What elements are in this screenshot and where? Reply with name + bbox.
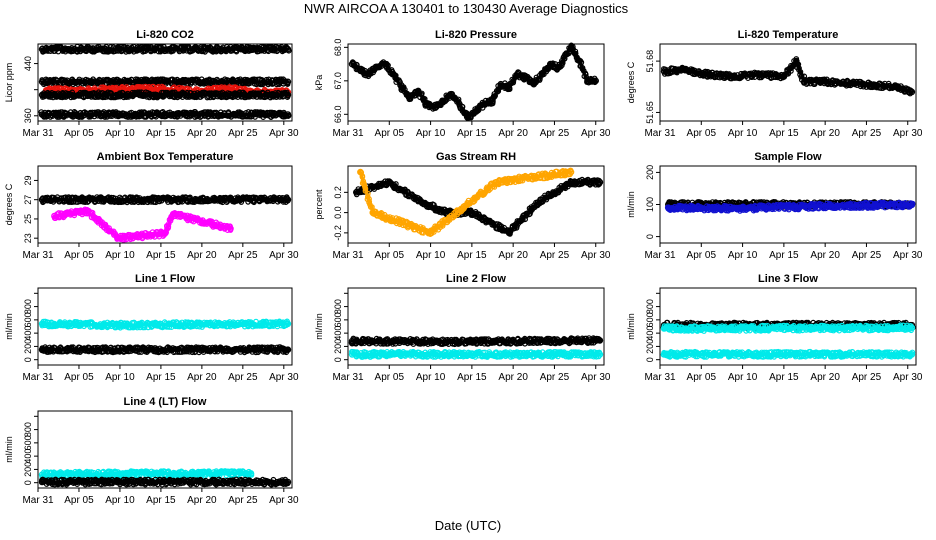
panel-6: Sample Flow ml/min 0 100 200 Mar 31 Apr 05 Apr … bbox=[626, 151, 923, 261]
x-tick-label: Apr 10 bbox=[728, 128, 758, 139]
y-tick-label: 0.0 bbox=[333, 206, 343, 219]
series-reference-low bbox=[38, 109, 292, 121]
panel-2: Li-820 Pressure kPa 66.0 67.0 68.0 Mar 31 Apr … bbox=[314, 29, 611, 139]
x-tick-label: Apr 10 bbox=[105, 250, 135, 261]
series-dips bbox=[51, 206, 234, 244]
x-tick-label: Apr 25 bbox=[228, 128, 258, 139]
x-tick-label: Apr 20 bbox=[810, 128, 840, 139]
x-tick-label: Apr 20 bbox=[187, 128, 217, 139]
x-tick-label: Apr 20 bbox=[187, 250, 217, 261]
panel-title: Gas Stream RH bbox=[436, 151, 516, 163]
x-tick-label: Apr 15 bbox=[146, 128, 176, 139]
y-tick-label: 68.0 bbox=[333, 39, 343, 57]
x-tick-label: Apr 05 bbox=[64, 250, 94, 261]
panel-title: Li-820 CO2 bbox=[136, 29, 193, 41]
x-tick-label: Apr 20 bbox=[498, 250, 528, 261]
series-temperature bbox=[660, 56, 916, 97]
y-tick-label: 29 bbox=[23, 175, 33, 185]
x-tick-label: Apr 20 bbox=[498, 128, 528, 139]
x-tick-label: Apr 20 bbox=[810, 250, 840, 261]
x-tick-label: Apr 30 bbox=[269, 250, 299, 261]
y-tick-label: 51.68 bbox=[645, 50, 655, 73]
x-tick-label: Apr 05 bbox=[375, 250, 405, 261]
y-tick-label: 27 bbox=[23, 195, 33, 205]
key-point bbox=[284, 78, 292, 86]
panel-title: Sample Flow bbox=[754, 151, 822, 163]
x-tick-label: Apr 15 bbox=[457, 250, 487, 261]
y-tick-label: -0.2 bbox=[333, 225, 343, 241]
x-tick-label: Mar 31 bbox=[22, 250, 54, 261]
x-tick-label: Apr 30 bbox=[269, 128, 299, 139]
x-tick-label: Apr 10 bbox=[105, 128, 135, 139]
panels-group: Li-820 CO2 Licor ppm 360 440 Mar 31 Apr 05 Apr… bbox=[4, 29, 923, 506]
panel-5: Gas Stream RH percent -0.2 0.0 0.2 Mar 31 Apr … bbox=[314, 151, 611, 261]
x-tick-label: Apr 30 bbox=[581, 128, 611, 139]
y-tick-label: 23 bbox=[23, 233, 33, 243]
x-tick-label: Apr 25 bbox=[852, 250, 882, 261]
y-axis-label: degrees C bbox=[4, 183, 14, 225]
panel-4: Ambient Box Temperature degrees C 23 25 27 29… bbox=[4, 151, 299, 261]
x-tick-label: Mar 31 bbox=[644, 128, 676, 139]
figure-title: NWR AIRCOA A 130401 to 130430 Average Di… bbox=[304, 1, 629, 16]
x-tick-label: Apr 15 bbox=[146, 250, 176, 261]
x-tick-label: Apr 05 bbox=[64, 128, 94, 139]
y-axis-label: percent bbox=[314, 189, 324, 220]
panel-title: Li-820 Pressure bbox=[435, 29, 517, 41]
y-tick-label: 0 bbox=[645, 234, 655, 239]
x-tick-label: Apr 05 bbox=[375, 128, 405, 139]
y-tick-label: 0.2 bbox=[333, 186, 343, 199]
y-axis-label: ml/min bbox=[626, 191, 636, 218]
series-rh bbox=[352, 176, 604, 237]
y-tick-label: 440 bbox=[23, 56, 33, 71]
series-reference-high bbox=[38, 43, 292, 55]
y-tick-label: 66.0 bbox=[333, 106, 343, 124]
x-tick-label: Apr 05 bbox=[687, 250, 717, 261]
x-tick-label: Apr 25 bbox=[852, 128, 882, 139]
x-tick-label: Apr 10 bbox=[416, 128, 446, 139]
y-tick-label: 200 bbox=[645, 165, 655, 180]
x-tick-label: Apr 30 bbox=[893, 250, 923, 261]
y-tick-label: 25 bbox=[23, 214, 33, 224]
x-tick-label: Mar 31 bbox=[644, 250, 676, 261]
panel-title: Li-820 Temperature bbox=[738, 29, 839, 41]
x-tick-label: Mar 31 bbox=[332, 128, 364, 139]
y-axis-label: kPa bbox=[314, 75, 324, 91]
series-pressure bbox=[348, 42, 600, 121]
x-tick-label: Mar 31 bbox=[332, 250, 364, 261]
figure-xlabel: Date (UTC) bbox=[435, 518, 501, 533]
x-tick-label: Apr 30 bbox=[581, 250, 611, 261]
x-tick-label: Apr 25 bbox=[228, 250, 258, 261]
x-tick-label: Mar 31 bbox=[22, 128, 54, 139]
x-tick-label: Apr 10 bbox=[416, 250, 446, 261]
x-tick-label: Apr 25 bbox=[540, 250, 570, 261]
x-tick-label: Apr 15 bbox=[457, 128, 487, 139]
x-tick-label: Apr 10 bbox=[728, 250, 758, 261]
y-axis-label: degrees C bbox=[626, 61, 636, 103]
panel-3: Li-820 Temperature degrees C 51.65 51.68 Mar… bbox=[626, 29, 923, 139]
x-tick-label: Apr 25 bbox=[540, 128, 570, 139]
y-tick-label: 360 bbox=[23, 108, 33, 123]
y-tick-label: 67.0 bbox=[333, 72, 343, 90]
y-axis-label: Licor ppm bbox=[4, 63, 14, 103]
key-point bbox=[38, 78, 46, 86]
key-point bbox=[284, 45, 292, 53]
x-tick-label: Apr 30 bbox=[893, 128, 923, 139]
x-tick-label: Apr 15 bbox=[769, 250, 799, 261]
y-tick-label: 100 bbox=[645, 197, 655, 212]
y-tick-label: 51.65 bbox=[645, 101, 655, 124]
key-point bbox=[38, 45, 46, 53]
series-box-temperature bbox=[38, 194, 292, 206]
panel-1: Li-820 CO2 Licor ppm 360 440 Mar 31 Apr 05 Apr… bbox=[4, 29, 299, 139]
x-tick-label: Apr 15 bbox=[769, 128, 799, 139]
panel-title: Ambient Box Temperature bbox=[97, 151, 234, 163]
x-tick-label: Apr 05 bbox=[687, 128, 717, 139]
